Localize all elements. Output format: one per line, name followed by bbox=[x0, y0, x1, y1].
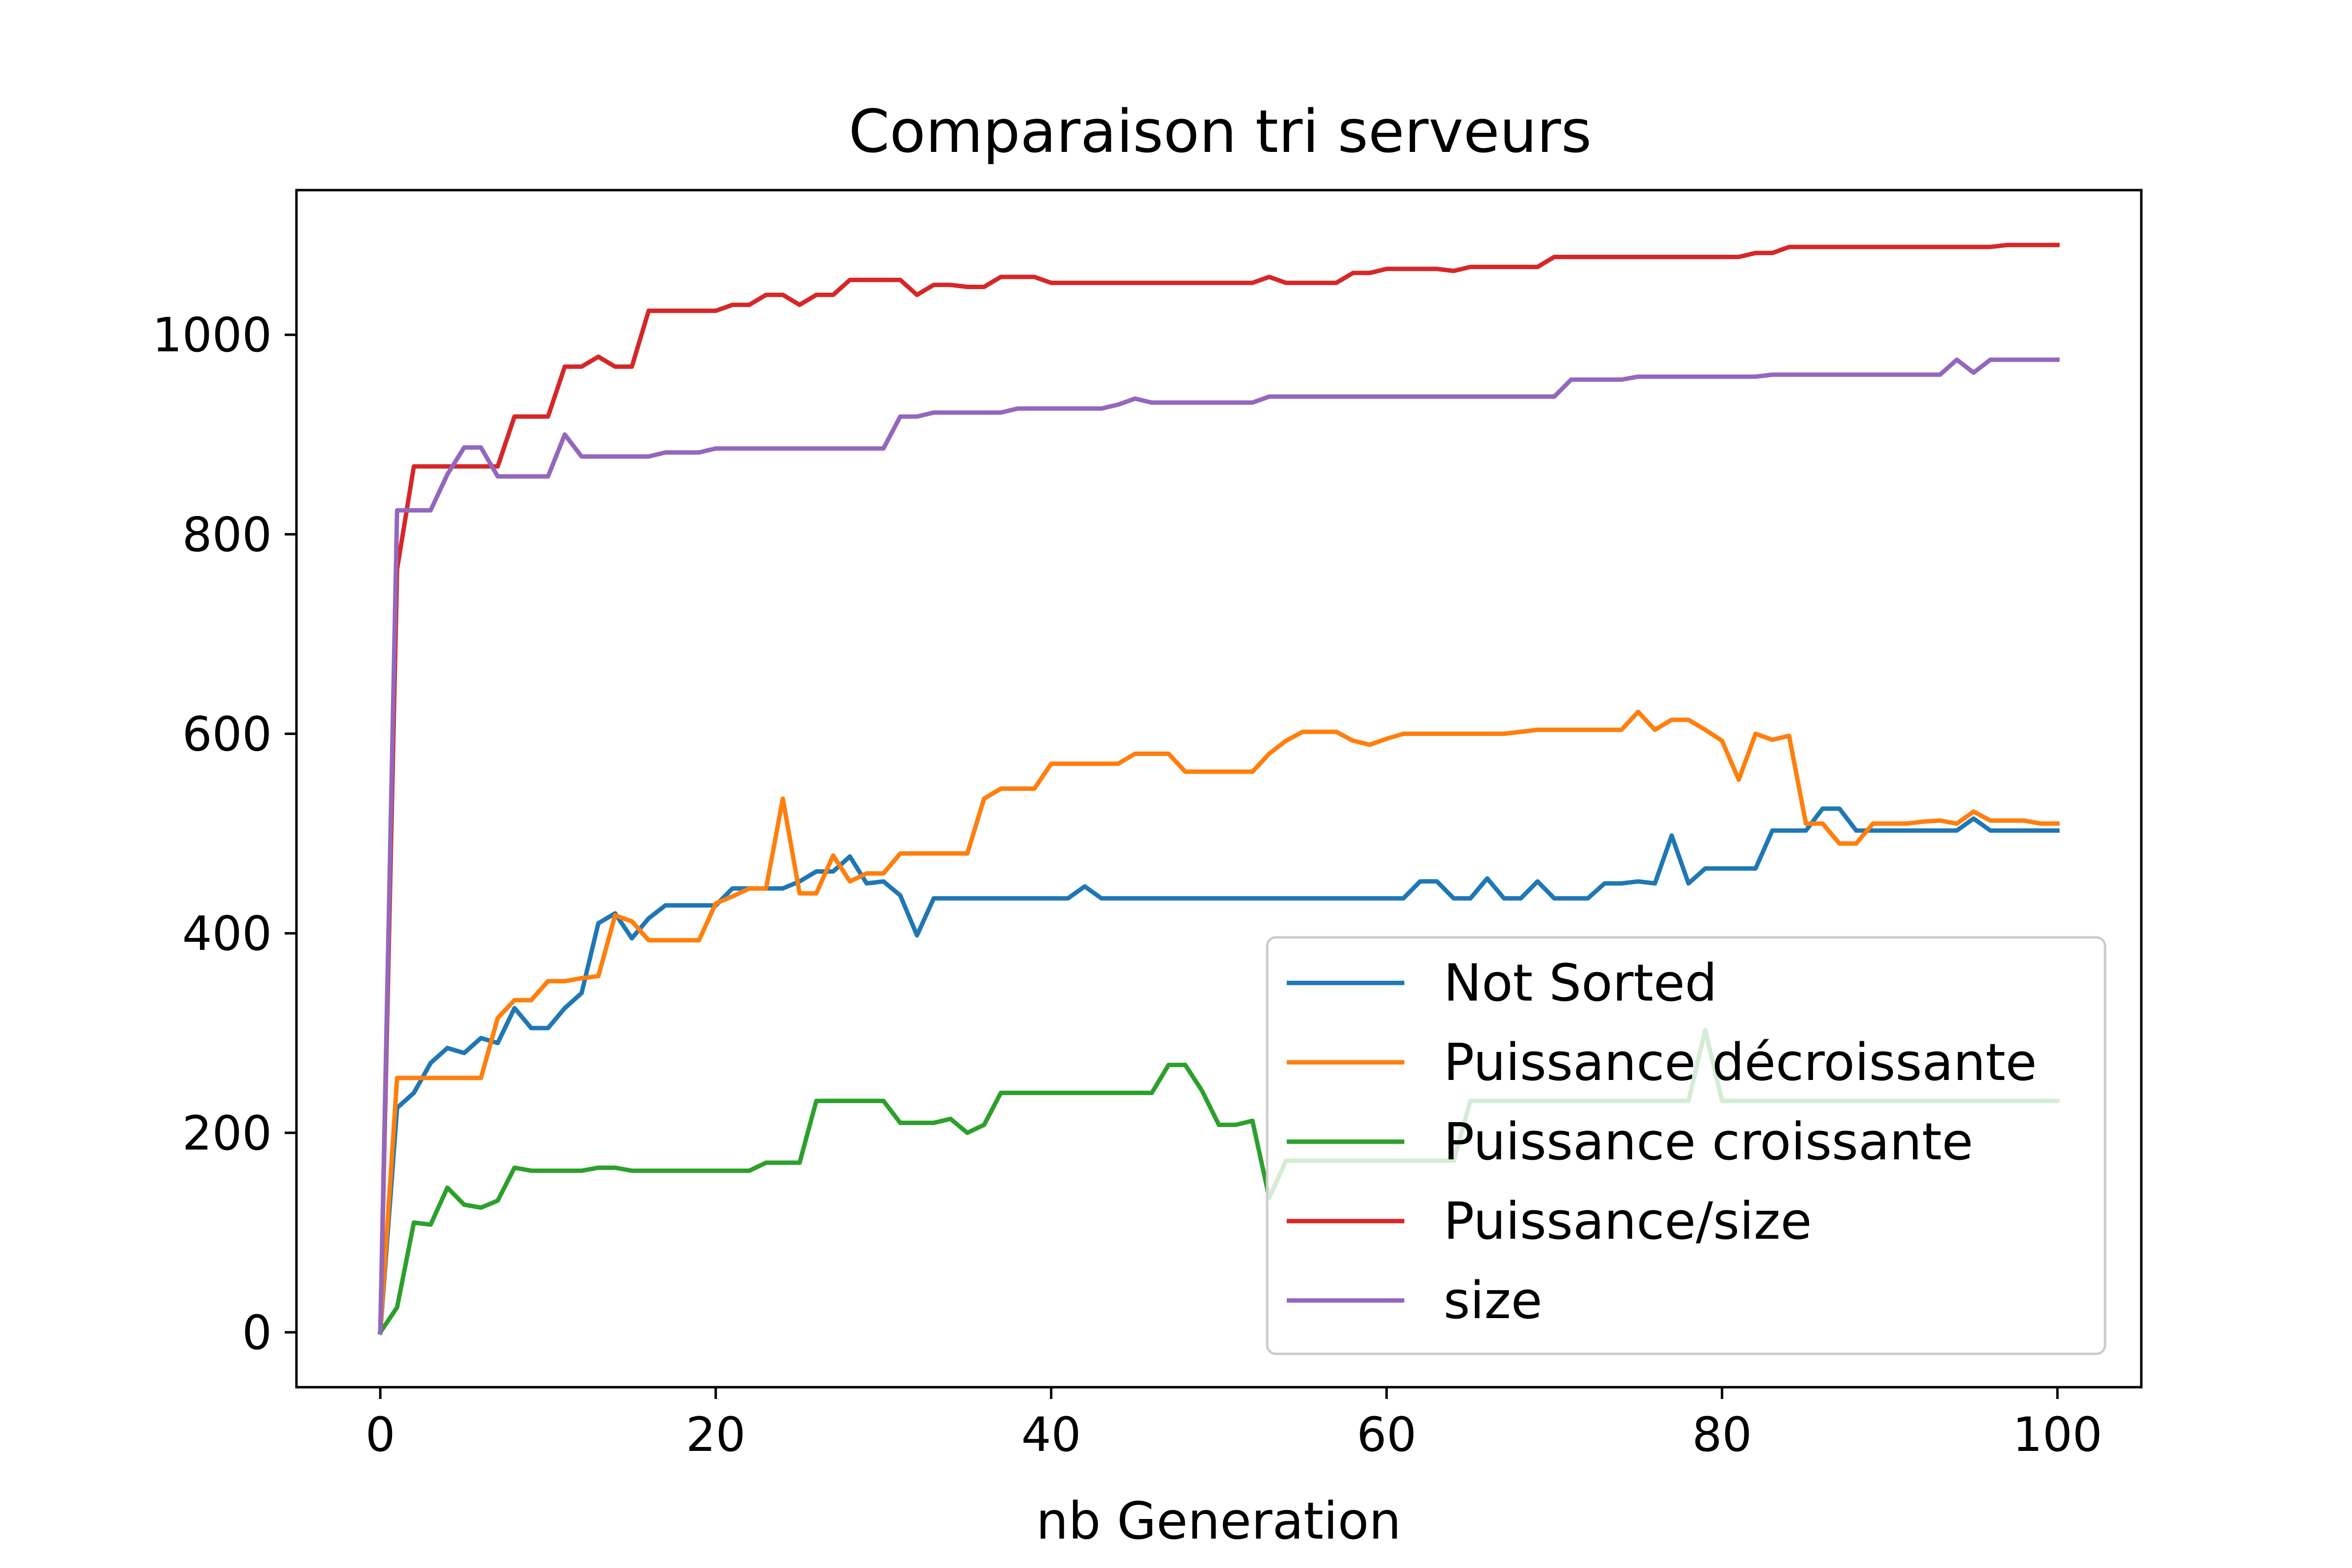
y-tick-label-5: 1000 bbox=[152, 308, 272, 363]
plot-frame bbox=[295, 189, 2143, 1389]
y-tick-label-3: 600 bbox=[182, 707, 272, 762]
legend-label-2: Puissance croissante bbox=[1444, 1112, 1973, 1172]
series-line-1 bbox=[378, 710, 2060, 1335]
x-axis-label: nb Generation bbox=[1036, 1491, 1401, 1551]
legend-label-1: Puissance décroissante bbox=[1444, 1032, 2037, 1092]
series-line-0 bbox=[378, 806, 2060, 1335]
series-layer bbox=[377, 243, 2060, 1336]
x-tick-label-2: 40 bbox=[1021, 1407, 1081, 1462]
y-tick-label-1: 200 bbox=[182, 1106, 272, 1161]
x-tick-label-4: 80 bbox=[1692, 1407, 1752, 1462]
legend: Not Sorted Puissance décroissante Puissanc… bbox=[1266, 936, 2107, 1355]
legend-label-3: Puissance/size bbox=[1444, 1191, 1812, 1251]
legend-box bbox=[1266, 936, 2107, 1355]
x-tick-label-0: 0 bbox=[366, 1407, 395, 1462]
series-line-4 bbox=[378, 357, 2060, 1335]
y-tick-label-4: 800 bbox=[182, 507, 272, 562]
x-tick-label-1: 20 bbox=[686, 1407, 746, 1462]
y-tick-label-0: 0 bbox=[242, 1305, 272, 1360]
chart-title: Comparaison tri serveurs bbox=[849, 98, 1592, 166]
x-tick-label-5: 100 bbox=[2012, 1407, 2102, 1462]
y-tick-label-2: 400 bbox=[182, 906, 272, 961]
legend-label-4: size bbox=[1444, 1271, 1543, 1330]
legend-label-0: Not Sorted bbox=[1444, 953, 1717, 1013]
series-line-3 bbox=[378, 243, 2060, 1335]
x-tick-label-3: 60 bbox=[1357, 1407, 1417, 1462]
